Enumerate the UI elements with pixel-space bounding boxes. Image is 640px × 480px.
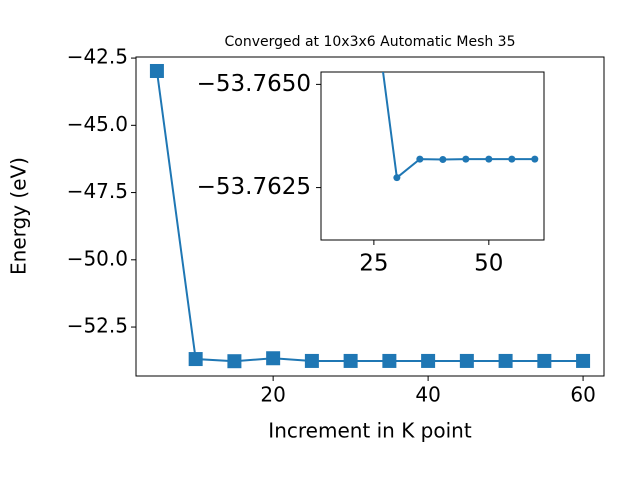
data-point — [498, 353, 513, 368]
plot-area — [370, 0, 539, 182]
data-point — [382, 353, 397, 368]
data-point — [508, 155, 516, 163]
data-line — [382, 72, 535, 180]
data-point — [576, 353, 591, 368]
data-point — [531, 155, 539, 163]
data-point — [370, 0, 377, 5]
y-axis-label: Energy (eV) — [7, 157, 31, 275]
x-tick-label: 60 — [570, 383, 595, 407]
data-point — [439, 156, 447, 164]
data-point — [416, 155, 424, 163]
data-point — [537, 353, 552, 368]
plot-area — [149, 63, 591, 369]
data-point — [421, 353, 436, 368]
y-tick-label: −42.5 — [67, 45, 128, 69]
y-tick-label: −53.7650 — [197, 71, 311, 97]
chart-title: Converged at 10x3x6 Automatic Mesh 35 — [225, 34, 516, 50]
y-tick-label: −50.0 — [67, 246, 128, 270]
data-point — [227, 354, 242, 369]
y-tick-label: −53.7625 — [197, 174, 311, 200]
data-point — [459, 353, 474, 368]
x-tick-label: 50 — [474, 251, 503, 277]
y-tick-label: −45.0 — [67, 112, 128, 136]
axes-frame — [320, 71, 545, 241]
data-point — [304, 353, 319, 368]
x-tick-label: 20 — [260, 383, 285, 407]
x-tick-label: 40 — [415, 383, 440, 407]
data-point — [393, 174, 401, 182]
data-point — [485, 155, 493, 163]
data-point — [462, 155, 470, 163]
x-tick-label: 25 — [359, 251, 388, 277]
y-tick-label: −52.5 — [67, 314, 128, 338]
x-axis-label: Increment in K point — [268, 419, 472, 443]
data-point — [149, 63, 164, 78]
data-point — [343, 353, 358, 368]
data-point — [188, 352, 203, 367]
y-tick-label: −47.5 — [67, 179, 128, 203]
data-point — [266, 351, 281, 366]
